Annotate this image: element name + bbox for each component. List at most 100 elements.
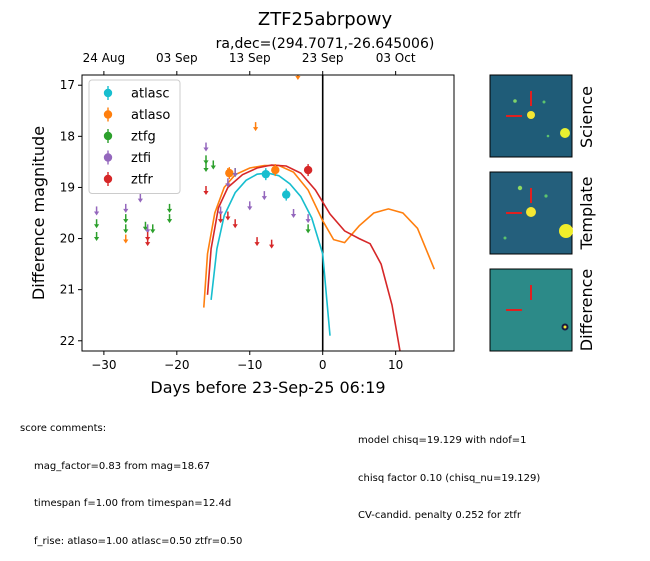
score-comments-header: score comments: <box>20 423 107 434</box>
upper-limit-arrowhead <box>93 237 100 241</box>
upper-limit-arrowhead <box>217 219 224 224</box>
y-tick-label: 19 <box>60 180 75 194</box>
upper-limit-arrowhead <box>203 160 209 165</box>
upper-limit-arrowhead <box>232 224 238 229</box>
star-blob <box>563 325 567 329</box>
upper-limit-arrowhead <box>217 211 224 216</box>
stamp-difference-image <box>489 268 573 352</box>
legend-label: ztfr <box>131 173 153 188</box>
ztfi-upper-limit <box>203 142 209 152</box>
ztfg-upper-limit <box>203 155 209 165</box>
legend-entry-atlaso: atlaso <box>103 107 170 123</box>
top-tick-label: 03 Oct <box>376 51 416 65</box>
upper-limit-arrowhead <box>123 239 129 244</box>
star-blob <box>560 128 570 138</box>
star-blob <box>526 207 536 217</box>
ztfg-upper-limit <box>93 232 100 241</box>
x-axis-label: Days before 23-Sep-25 06:19 <box>150 378 385 397</box>
model-comment-line: model chisq=19.129 with ndof=1 <box>358 435 527 446</box>
legend-marker <box>103 110 113 119</box>
ztfi-upper-limit <box>305 214 311 224</box>
upper-limit-arrowhead <box>145 242 151 247</box>
star-blob <box>527 111 535 119</box>
upper-limit-arrowhead <box>295 76 301 80</box>
x-tick-label: −20 <box>164 358 189 372</box>
y-tick-label: 18 <box>60 129 75 143</box>
ztfi-upper-limit <box>217 206 224 216</box>
ztfg-upper-limit <box>150 224 156 234</box>
stamp-template-label: Template <box>577 176 596 250</box>
x-tick-label: 10 <box>388 358 403 372</box>
atlaso-detection <box>225 167 234 180</box>
detection-marker <box>282 190 291 199</box>
ztfi-upper-limit <box>247 201 253 211</box>
ztfg-upper-limit <box>305 224 311 234</box>
ztfr-upper-limit <box>225 211 231 221</box>
star-blob <box>517 185 523 191</box>
ztfg-upper-limit <box>203 163 209 172</box>
chart-subtitle: ra,dec=(294.7071,-26.645006) <box>216 36 435 52</box>
star-blob <box>503 236 507 240</box>
atlasc-detection <box>282 188 291 201</box>
ztfg-upper-limit <box>142 221 149 231</box>
ztfr-upper-limit <box>232 219 238 229</box>
ztfr-upper-limit <box>254 237 260 247</box>
ztfg-upper-limit <box>123 214 129 224</box>
legend-entry-ztfg: ztfg <box>103 129 156 145</box>
upper-limit-arrowhead <box>232 173 238 178</box>
plot-frame <box>81 74 455 352</box>
y-tick-label: 17 <box>60 78 75 92</box>
legend-box <box>88 79 181 194</box>
legend-label: atlasc <box>131 87 170 102</box>
upper-limit-arrowhead <box>305 229 311 234</box>
star-blob <box>546 134 550 138</box>
upper-limit-arrowhead <box>305 219 311 224</box>
y-axis-label: Difference magnitude <box>29 126 48 300</box>
upper-limit-arrowhead <box>203 168 209 172</box>
top-tick-label: 24 Aug <box>83 51 126 65</box>
ztfi-upper-limit <box>93 206 100 216</box>
upper-limit-arrowhead <box>145 229 151 234</box>
ztfr-upper-limit <box>269 239 275 249</box>
upper-limit-arrowhead <box>93 224 100 229</box>
x-tick-label: 0 <box>319 358 327 372</box>
ztfi-upper-limit <box>290 209 297 218</box>
atlasc-detection <box>261 168 271 181</box>
ztfi-upper-limit <box>261 191 267 201</box>
model-comment-line: CV-candid. penalty 0.252 for ztfr <box>358 510 521 521</box>
ztfg-upper-limit <box>166 203 173 213</box>
lightcurve-figure: ZTF25abrpowy ra,dec=(294.7071,-26.645006… <box>29 9 596 397</box>
top-tick-label: 13 Sep <box>229 51 271 65</box>
ztfi-upper-limit <box>123 203 129 213</box>
upper-limit-arrowhead <box>225 216 231 221</box>
x-tick-label: −30 <box>91 358 116 372</box>
legend-marker <box>103 131 113 141</box>
legend-label: atlaso <box>131 108 170 123</box>
legend-label: ztfi <box>131 151 151 166</box>
score-comment-line: mag_factor=0.83 from mag=18.67 <box>34 460 211 472</box>
upper-limit-arrowhead <box>166 208 173 213</box>
upper-limit-arrowhead <box>142 226 149 231</box>
data-points-layer <box>93 75 313 249</box>
detection-marker <box>225 168 234 178</box>
ztfg-upper-limit <box>123 224 129 234</box>
legend-marker <box>103 153 113 162</box>
atlaso-model-curve <box>203 164 436 308</box>
x-axis: −30 −20 −10 0 10 <box>91 351 403 372</box>
model-comment-line: chisq factor 0.10 (chisq_nu=19.129) <box>358 472 541 484</box>
stamp-science-label: Science <box>577 86 596 148</box>
upper-limit-arrowhead <box>166 219 173 224</box>
legend-entry-ztfi: ztfi <box>103 150 151 166</box>
ztfi-upper-limit <box>232 168 238 178</box>
ztfi-upper-limit <box>137 193 143 203</box>
upper-limit-arrowhead <box>290 214 297 218</box>
ztfr-model-curve <box>206 164 401 351</box>
detection-marker <box>303 165 313 175</box>
legend-entry-ztfr: ztfr <box>103 172 153 188</box>
ztfi-upper-limit <box>145 224 151 234</box>
upper-limit-arrowhead <box>203 147 209 152</box>
score-comments: score comments: mag_factor=0.83 from mag… <box>20 398 242 561</box>
ztfg-upper-limit <box>166 214 173 224</box>
detection-marker <box>271 165 280 175</box>
y-axis: 17 18 19 20 21 22 <box>60 78 82 348</box>
